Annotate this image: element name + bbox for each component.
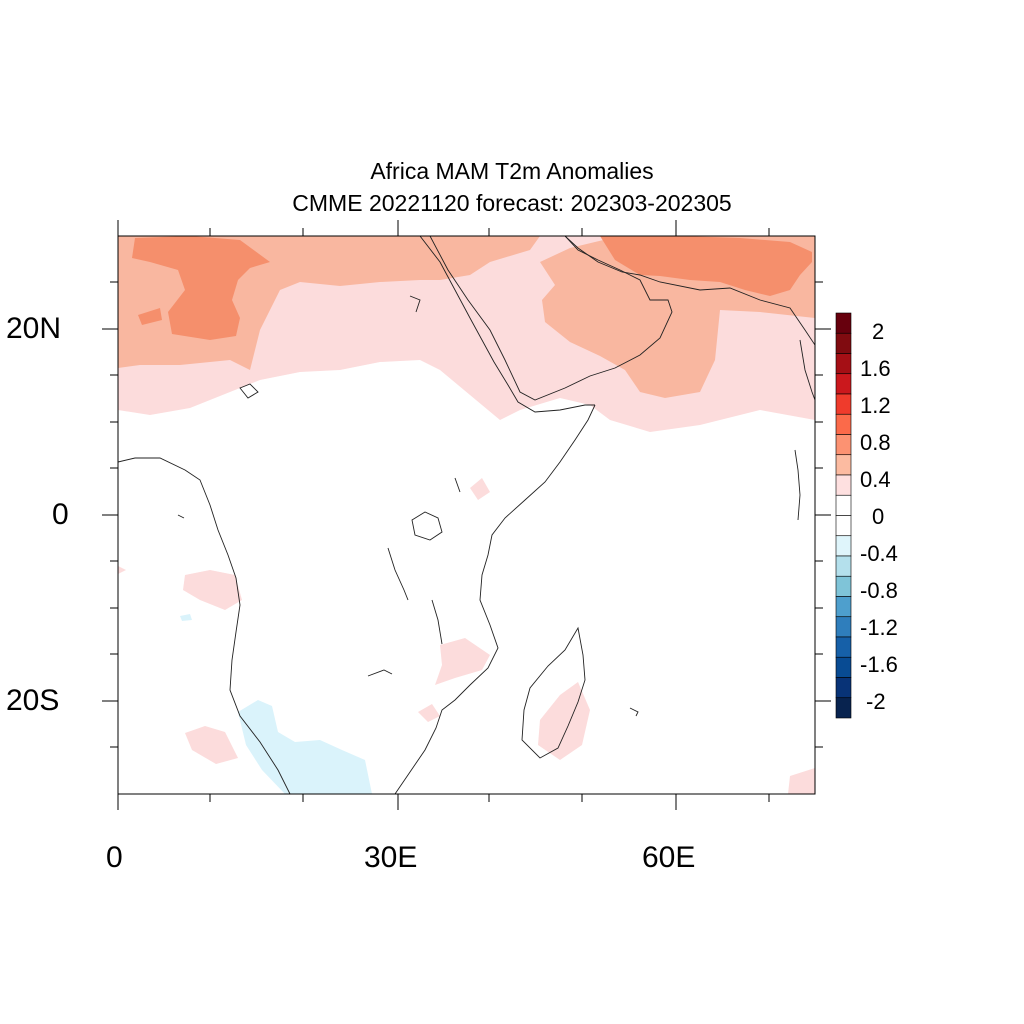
coastline-gulf-of-guinea-island (177, 514, 185, 519)
lon-tick-label: 30E (364, 841, 418, 874)
colorbar-label: 0.8 (860, 430, 891, 455)
anomaly-patch-weak-warm (435, 638, 490, 685)
coastline-lake-tanganyika (387, 547, 409, 601)
colorbar-swatch (835, 515, 852, 537)
colorbar-swatch (835, 596, 852, 618)
anomaly-patch-weak-warm (538, 682, 590, 760)
colorbar-label: -2 (866, 689, 886, 714)
colorbar-swatch (835, 677, 852, 699)
anomaly-region-strong-warm (132, 236, 270, 340)
lat-tick-label: 20S (6, 684, 60, 717)
anomaly-patch-weak-warm (470, 478, 490, 500)
anomaly-patch-weak-warm (418, 704, 440, 722)
colorbar (835, 312, 852, 719)
anomaly-patch-weak-warm (788, 768, 815, 794)
colorbar-swatch (835, 454, 852, 476)
colorbar-label: 1.2 (860, 393, 891, 418)
colorbar-label: -1.2 (860, 615, 898, 640)
coastline-madagascar (521, 626, 586, 759)
colorbar-label: 0.4 (860, 467, 891, 492)
coastline-lake-chad (239, 383, 259, 399)
anomaly-patch-weak-warm (185, 726, 238, 764)
colorbar-swatch (835, 494, 852, 516)
lon-tick-label: 60E (642, 841, 696, 874)
anomaly-patch-weak-warm (183, 570, 242, 610)
colorbar-swatch (835, 413, 852, 435)
colorbar-swatch (835, 373, 852, 395)
coastline-red-sea-west (419, 236, 595, 413)
colorbar-label: 0 (872, 504, 885, 529)
colorbar-swatch (835, 555, 852, 577)
colorbar-swatch (835, 697, 852, 719)
colorbar-swatch (835, 474, 852, 496)
coastline-west-africa (118, 457, 291, 794)
anomaly-patch-weak-cool (180, 614, 192, 621)
colorbar-swatch (835, 636, 852, 658)
plot-subtitle: CMME 20221120 forecast: 202303-202305 (292, 190, 732, 216)
colorbar-label: -0.4 (860, 541, 898, 566)
colorbar-swatch (835, 353, 852, 375)
coastlines (118, 236, 815, 794)
coastline-persian-gulf (564, 236, 815, 346)
coastline-lake-turkana (454, 477, 461, 493)
coastline-lake-nasser (409, 295, 421, 313)
coastline-maldives (794, 449, 801, 521)
anomaly-field (118, 236, 815, 794)
colorbar-swatch (835, 312, 852, 334)
lon-tick-label: 0 (106, 841, 123, 874)
colorbar-label: 1.6 (860, 356, 891, 381)
coastline-lake-malawi (431, 599, 443, 645)
coastline-arabia (429, 236, 673, 401)
colorbar-swatch (835, 434, 852, 456)
colorbar-swatch (835, 332, 852, 354)
anomaly-patch-weak-warm (118, 566, 126, 574)
colorbar-label: 2 (872, 319, 885, 344)
axis-ticks (102, 220, 831, 810)
lat-tick-label: 20N (6, 312, 62, 345)
coastline-india (799, 339, 815, 401)
anomaly-region-strong-warm (138, 308, 162, 325)
colorbar-swatch (835, 575, 852, 597)
lat-tick-label: 0 (52, 498, 69, 531)
colorbar-label: -0.8 (860, 578, 898, 603)
coastline-lake-kariba (367, 669, 393, 677)
coastline-socotra (629, 707, 639, 717)
colorbar-swatch (835, 393, 852, 415)
coastline-lake-victoria (411, 511, 443, 541)
colorbar-swatch (835, 616, 852, 638)
colorbar-swatch (835, 656, 852, 678)
colorbar-swatch (835, 535, 852, 557)
coastline-east-africa (394, 404, 596, 794)
anomaly-patch-weak-cool (238, 700, 372, 794)
anomaly-region-strong-warm (600, 236, 812, 296)
plot-title: Africa MAM T2m Anomalies (370, 158, 654, 184)
colorbar-label: -1.6 (860, 652, 898, 677)
